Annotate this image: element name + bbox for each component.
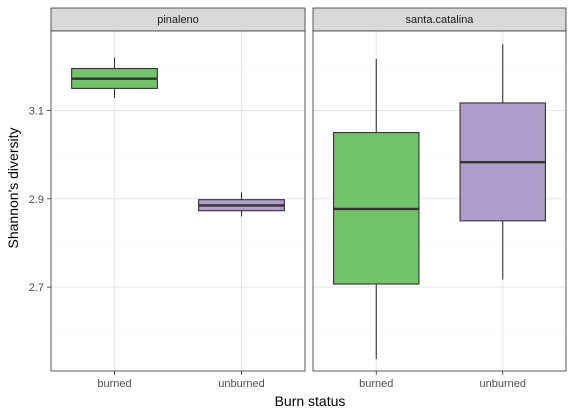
panel-border	[50, 30, 306, 372]
y-tick-label: 2.9	[29, 194, 44, 206]
y-tick-label: 2.7	[29, 282, 44, 294]
facet-strip-label: santa.catalina	[406, 14, 475, 26]
facet-panel-pinaleno: pinaleno burned unburned	[50, 7, 306, 390]
x-tick-label: burned	[359, 378, 393, 390]
y-tick-label: 3.1	[29, 105, 44, 117]
x-tick-label: unburned	[218, 378, 265, 390]
facet-panels: pinaleno burned unburned santa.catalina burn…	[50, 7, 567, 390]
facet-panel-santa-catalina: santa.catalina burned unburned	[312, 7, 567, 390]
box-unburned	[459, 44, 546, 280]
x-tick-label: unburned	[480, 378, 527, 390]
panel-border	[312, 30, 567, 372]
y-axis: 2.7 2.9 3.1	[29, 105, 51, 294]
facet-strip-label: pinaleno	[157, 14, 199, 26]
box-burned	[333, 58, 420, 360]
x-axis-title: Burn status	[275, 393, 346, 409]
y-axis-title: Shannon's diversity	[5, 128, 21, 249]
x-tick-label: burned	[97, 378, 131, 390]
box-burned	[71, 57, 158, 99]
box-unburned	[198, 192, 285, 217]
